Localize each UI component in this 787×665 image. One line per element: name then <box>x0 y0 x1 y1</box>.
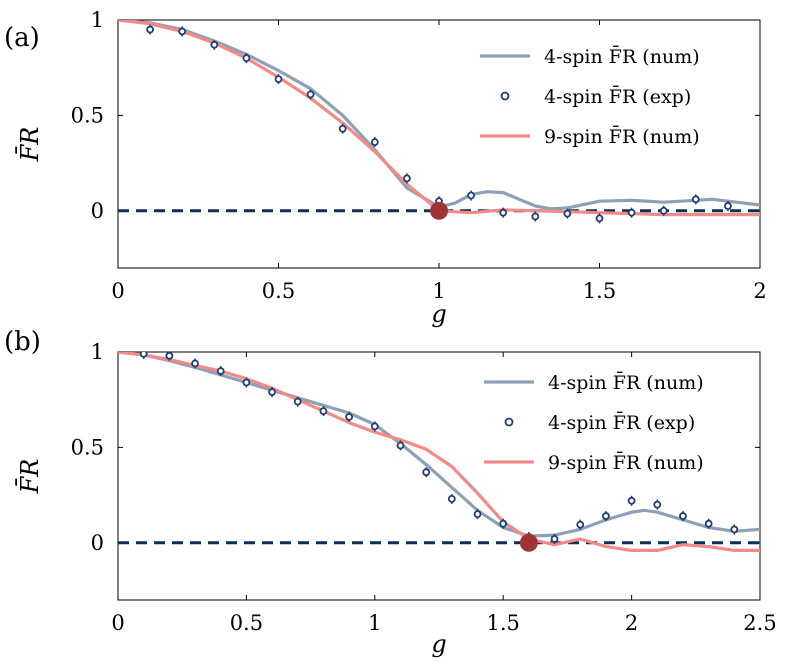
series-4-spin-exp <box>146 24 732 224</box>
y-tick-label: 0 <box>91 199 104 223</box>
data-point <box>602 512 610 520</box>
data-point <box>216 367 225 375</box>
panel-b: 0 0.5 1 1.5 2 2.5 0 0.5 1 (b) g F̄R 4-spin F̄R (num)… <box>4 327 777 658</box>
x-tick-label: 2.5 <box>743 611 776 635</box>
data-point <box>191 359 199 368</box>
series-9-spin-num <box>118 352 760 553</box>
x-tick-label: 1.5 <box>583 279 616 303</box>
data-point <box>293 397 302 406</box>
data-point <box>210 40 219 49</box>
transition-point-marker <box>430 201 448 220</box>
data-point <box>139 352 148 358</box>
legend-label: 4-spin F̄R (exp) <box>548 411 695 434</box>
legend-label: 4-spin F̄R (num) <box>548 371 704 394</box>
legend-label: 9-spin F̄R (num) <box>544 125 700 148</box>
y-axis-label: F̄R <box>16 127 44 163</box>
legend-label: 9-spin F̄R (num) <box>548 451 704 474</box>
data-point <box>467 191 476 200</box>
x-tick-label: 2 <box>753 279 766 303</box>
x-axis-label: g <box>431 630 446 658</box>
data-point <box>178 27 187 36</box>
series-4-spin-num <box>118 352 760 538</box>
x-tick-label: 0.5 <box>230 611 263 635</box>
data-point <box>499 208 508 217</box>
x-tick-label: 1.5 <box>486 611 519 635</box>
data-point <box>165 352 174 360</box>
y-axis-label: F̄R <box>16 459 44 495</box>
data-point <box>627 496 636 505</box>
data-point <box>146 25 155 34</box>
data-point <box>268 388 276 396</box>
data-point <box>531 212 540 221</box>
data-point <box>370 138 379 146</box>
panel-label: (a) <box>4 23 40 53</box>
x-tick-label: 2 <box>625 611 638 635</box>
data-point <box>402 174 411 183</box>
y-tick-label: 0 <box>91 531 104 555</box>
series-4-spin-exp <box>139 352 739 544</box>
data-point <box>576 520 585 529</box>
data-point <box>563 209 572 218</box>
y-tick-label: 0.5 <box>71 435 104 459</box>
data-point <box>653 500 662 509</box>
data-point <box>370 422 379 431</box>
data-point <box>396 441 405 450</box>
legend-swatch <box>504 417 514 427</box>
data-point <box>704 519 713 528</box>
x-axis-label: g <box>431 300 446 328</box>
panel-a: 0 0.5 1 1.5 200.51(a)gF̄R4-spin F̄R (num)4-s… <box>4 8 767 328</box>
data-point <box>595 214 604 223</box>
data-point <box>274 75 283 84</box>
data-point <box>473 510 482 519</box>
panel-label: (b) <box>4 327 41 357</box>
data-point <box>659 206 668 215</box>
x-tick-label: 0 <box>111 611 124 635</box>
data-point <box>447 494 456 503</box>
plot-area <box>118 352 760 553</box>
data-point <box>550 535 559 543</box>
data-point <box>691 195 700 204</box>
data-point <box>499 519 508 528</box>
data-point <box>679 512 687 520</box>
legend-label: 4-spin F̄R (num) <box>544 45 700 68</box>
x-tick-label: 0.5 <box>262 279 295 303</box>
data-point <box>345 412 354 421</box>
legend-swatch <box>500 91 510 101</box>
data-point <box>422 468 431 477</box>
data-point <box>627 208 636 217</box>
x-tick-label: 0 <box>111 279 124 303</box>
data-point <box>242 378 251 387</box>
data-point <box>319 407 328 416</box>
y-tick-label: 0.5 <box>71 103 104 127</box>
legend: 4-spin F̄R (num) 4-spin F̄R (exp) 9-spin F… <box>484 371 704 474</box>
x-tick-label: 1 <box>432 279 445 303</box>
x-tick-label: 1 <box>368 611 381 635</box>
data-point <box>730 525 739 534</box>
data-point <box>338 124 347 133</box>
legend: 4-spin F̄R (num) 4-spin F̄R (exp) 9-spin F… <box>480 45 700 148</box>
y-tick-label: 1 <box>91 8 104 32</box>
data-point <box>242 54 251 63</box>
transition-point-marker <box>519 533 538 552</box>
data-point <box>724 202 732 210</box>
data-point <box>306 90 315 99</box>
plot-frame <box>117 351 761 601</box>
series-4-spin-num <box>118 20 760 211</box>
y-tick-label: 1 <box>91 340 104 364</box>
legend-label: 4-spin F̄R (exp) <box>544 85 691 108</box>
